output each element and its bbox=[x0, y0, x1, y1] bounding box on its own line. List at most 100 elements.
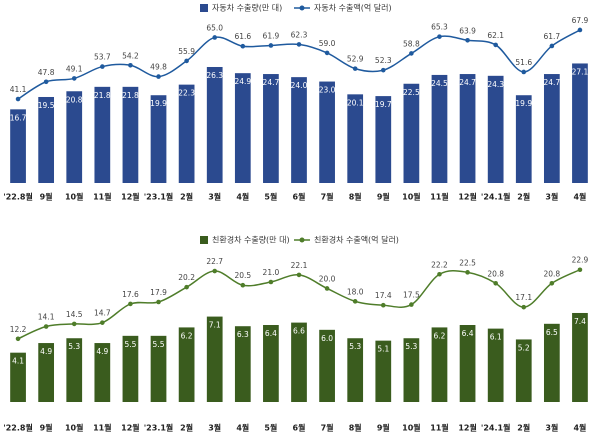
line-point bbox=[100, 320, 105, 325]
line-value-label: 20.5 bbox=[234, 271, 251, 280]
line-value-label: 61.6 bbox=[234, 32, 251, 41]
bar-value-label: 6.6 bbox=[293, 327, 305, 336]
line-point bbox=[521, 69, 527, 75]
x-tick-label: 5월 bbox=[264, 423, 277, 433]
x-tick-label: 3월 bbox=[208, 423, 221, 433]
bar bbox=[178, 84, 195, 183]
bar-value-label: 6.2 bbox=[181, 331, 193, 340]
bar-value-label: 26.3 bbox=[206, 71, 223, 80]
legend-label: 친환경차 수출액(억 달러) bbox=[314, 235, 399, 245]
bar-value-label: 4.9 bbox=[40, 347, 52, 356]
line-value-label: 17.1 bbox=[515, 293, 532, 302]
line-value-label: 20.2 bbox=[178, 273, 195, 282]
legend-label: 자동차 수출량(만 대) bbox=[212, 3, 282, 13]
line-value-label: 47.8 bbox=[38, 68, 55, 77]
line-point bbox=[493, 280, 498, 286]
bar-value-label: 24.0 bbox=[291, 81, 308, 90]
x-tick-label: 3월 bbox=[208, 192, 221, 202]
line-value-label: 61.9 bbox=[263, 31, 280, 40]
bar bbox=[459, 325, 476, 402]
x-tick-label: 6월 bbox=[293, 192, 306, 202]
line-point bbox=[268, 279, 274, 285]
x-tick-label: 9월 bbox=[377, 192, 390, 202]
line-point bbox=[240, 43, 246, 49]
x-tick-label: 10월 bbox=[402, 423, 421, 433]
line-point bbox=[493, 42, 498, 48]
x-tick-label: '22.8월 bbox=[3, 423, 33, 433]
line-point bbox=[521, 304, 527, 310]
x-tick-label: 9월 bbox=[377, 423, 390, 433]
line-point bbox=[15, 336, 21, 342]
x-tick-label: 7월 bbox=[321, 423, 334, 433]
line-point bbox=[352, 66, 358, 71]
line-point bbox=[128, 301, 133, 307]
bar bbox=[347, 338, 364, 402]
bar bbox=[94, 343, 111, 402]
line-value-label: 17.6 bbox=[122, 290, 139, 299]
bar bbox=[234, 73, 251, 183]
line-value-label: 63.9 bbox=[459, 26, 476, 35]
line-point bbox=[324, 50, 330, 56]
line-point bbox=[437, 271, 442, 277]
line-value-label: 17.9 bbox=[150, 288, 167, 297]
x-tick-label: 8월 bbox=[349, 192, 362, 202]
line-point bbox=[184, 284, 189, 290]
bar bbox=[291, 77, 307, 183]
bar bbox=[38, 343, 55, 402]
bar bbox=[431, 74, 448, 183]
bar-value-label: 24.5 bbox=[431, 79, 448, 88]
line-value-label: 55.9 bbox=[178, 47, 195, 56]
bar-value-label: 21.8 bbox=[94, 91, 111, 100]
legend-label: 자동차 수출액(억 달러) bbox=[314, 3, 392, 13]
line-point bbox=[71, 321, 77, 327]
bar bbox=[10, 352, 26, 402]
line-point bbox=[465, 270, 470, 275]
line-point bbox=[71, 76, 77, 81]
line-value-label: 18.0 bbox=[347, 287, 364, 296]
line-value-label: 51.6 bbox=[515, 58, 532, 67]
bar bbox=[487, 328, 504, 402]
bar bbox=[543, 323, 560, 402]
line-point bbox=[268, 43, 274, 48]
bar bbox=[543, 74, 560, 183]
bar-value-label: 5.3 bbox=[405, 342, 417, 351]
bar bbox=[431, 327, 448, 402]
line-value-label: 54.2 bbox=[122, 51, 139, 60]
line-point bbox=[352, 299, 358, 304]
line-point bbox=[409, 302, 414, 307]
bar-value-label: 5.5 bbox=[153, 340, 165, 349]
bar-value-label: 19.9 bbox=[150, 99, 167, 108]
line-value-label: 22.7 bbox=[206, 257, 223, 266]
line-point bbox=[156, 299, 161, 305]
line-point bbox=[128, 62, 133, 68]
bar-value-label: 16.7 bbox=[10, 113, 27, 122]
line-point bbox=[43, 324, 49, 329]
bar-value-label: 5.3 bbox=[349, 342, 361, 351]
line-value-label: 17.5 bbox=[403, 291, 420, 300]
x-tick-label: 5월 bbox=[264, 192, 277, 202]
x-tick-label: '23.1월 bbox=[144, 192, 174, 202]
line-point bbox=[409, 51, 414, 56]
bar bbox=[38, 96, 55, 183]
line-value-label: 14.7 bbox=[94, 309, 111, 318]
line-point bbox=[240, 282, 246, 288]
x-tick-label: 2월 bbox=[517, 192, 530, 202]
line-value-label: 59.0 bbox=[319, 39, 336, 48]
bar bbox=[122, 335, 139, 402]
bar-value-label: 4.1 bbox=[12, 357, 24, 366]
line-point bbox=[184, 58, 189, 64]
bar-value-label: 20.1 bbox=[347, 98, 364, 107]
bar-value-label: 20.8 bbox=[66, 95, 83, 104]
line-point bbox=[15, 96, 21, 102]
bar bbox=[94, 86, 111, 183]
bar-value-label: 24.9 bbox=[234, 77, 251, 86]
line-point bbox=[549, 280, 555, 286]
bar bbox=[375, 96, 392, 183]
bar-value-label: 6.3 bbox=[237, 330, 249, 339]
x-tick-label: 2월 bbox=[517, 423, 530, 433]
bar-value-label: 22.3 bbox=[178, 89, 195, 98]
x-tick-label: 3월 bbox=[545, 192, 558, 202]
bar-value-label: 6.5 bbox=[546, 328, 558, 337]
x-tick-label: 2월 bbox=[180, 192, 193, 202]
bar bbox=[375, 340, 392, 402]
